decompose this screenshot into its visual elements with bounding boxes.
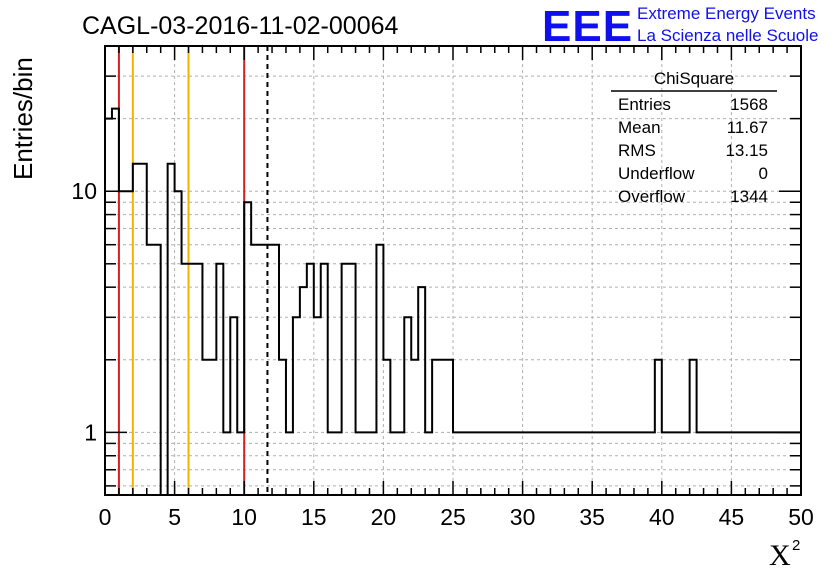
x-tick-label: 15 <box>301 504 327 530</box>
x-tick-label: 35 <box>579 504 605 530</box>
y-tick-label: 1 <box>84 419 97 445</box>
x-tick-label: 20 <box>371 504 397 530</box>
stats-label: Entries <box>618 95 671 114</box>
stats-label: Mean <box>618 118 661 137</box>
x-axis-label-main: X <box>769 539 791 572</box>
axis-ticks: 0 5 10 15 20 25 30 35 40 45 50 1 10 <box>71 46 814 530</box>
y-tick-label: 10 <box>71 178 97 204</box>
x-tick-label: 30 <box>510 504 536 530</box>
eee-logo-mark: EEE <box>542 2 633 51</box>
x-tick-label: 0 <box>99 504 112 530</box>
stats-box: ChiSquare Entries 1568 Mean 11.67 RMS 13… <box>611 69 777 206</box>
eee-logo: EEE Extreme Energy Events La Scienza nel… <box>542 2 818 51</box>
stats-row: RMS 13.15 <box>618 141 768 160</box>
stats-label: RMS <box>618 141 656 160</box>
histogram-series <box>104 107 802 496</box>
stats-value: 1568 <box>730 95 768 114</box>
stats-value: 11.67 <box>727 118 768 137</box>
y-axis-label: Entries/bin <box>8 57 38 180</box>
x-tick-label: 45 <box>719 504 745 530</box>
stats-row: Mean 11.67 <box>618 118 768 137</box>
x-axis-label: X 2 <box>769 537 800 572</box>
stats-row: Entries 1568 <box>618 95 768 114</box>
x-axis-label-superscript: 2 <box>792 537 800 554</box>
stats-value: 0 <box>759 164 768 183</box>
eee-logo-line2: La Scienza nelle Scuole <box>637 26 818 45</box>
chart-title: CAGL-03-2016-11-02-00064 <box>82 12 399 40</box>
x-tick-label: 50 <box>788 504 814 530</box>
stats-label: Underflow <box>618 164 695 183</box>
eee-logo-line1: Extreme Energy Events <box>637 4 816 23</box>
stats-label: Overflow <box>618 187 686 206</box>
stats-box-title: ChiSquare <box>654 69 734 88</box>
x-tick-label: 25 <box>440 504 466 530</box>
x-tick-label: 40 <box>649 504 675 530</box>
x-tick-label: 5 <box>168 504 181 530</box>
stats-row: Underflow 0 <box>618 164 768 183</box>
stats-value: 1344 <box>730 187 768 206</box>
x-tick-label: 10 <box>231 504 257 530</box>
stats-row: Overflow 1344 <box>618 187 768 206</box>
stats-value: 13.15 <box>725 141 768 160</box>
